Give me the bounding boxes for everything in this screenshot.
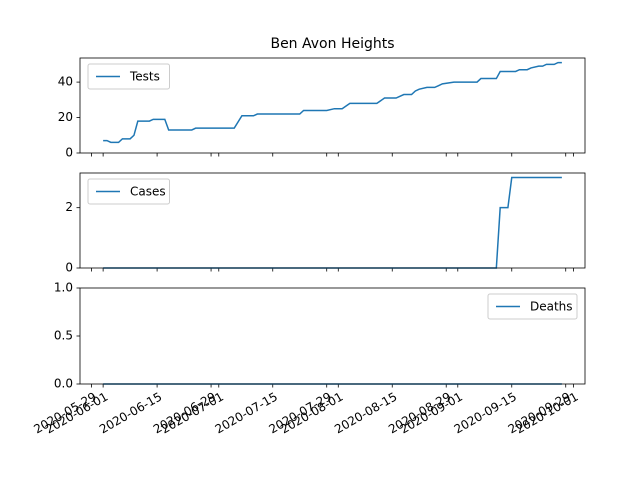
legend-label: Cases	[130, 185, 166, 199]
axes-frame	[79, 287, 586, 385]
axes-frame	[79, 57, 586, 154]
legend-label: Tests	[129, 70, 160, 84]
y-tick-label: 0.5	[54, 329, 73, 343]
y-tick-label: 1.0	[54, 281, 73, 295]
legend-box	[487, 293, 578, 320]
y-tick-label: 0.0	[54, 377, 73, 391]
y-tick-label: 2	[65, 200, 73, 214]
legend-label: Deaths	[530, 300, 573, 314]
y-tick-label: 0	[65, 261, 73, 275]
y-tick-label: 40	[58, 75, 73, 89]
y-tick-label: 20	[58, 110, 73, 124]
data-line	[103, 61, 562, 144]
legend-box	[87, 178, 170, 205]
chart-title: Ben Avon Heights	[270, 36, 394, 52]
axes-frame	[79, 172, 586, 269]
y-tick-label: 0	[65, 146, 73, 160]
legend-box	[87, 63, 170, 90]
